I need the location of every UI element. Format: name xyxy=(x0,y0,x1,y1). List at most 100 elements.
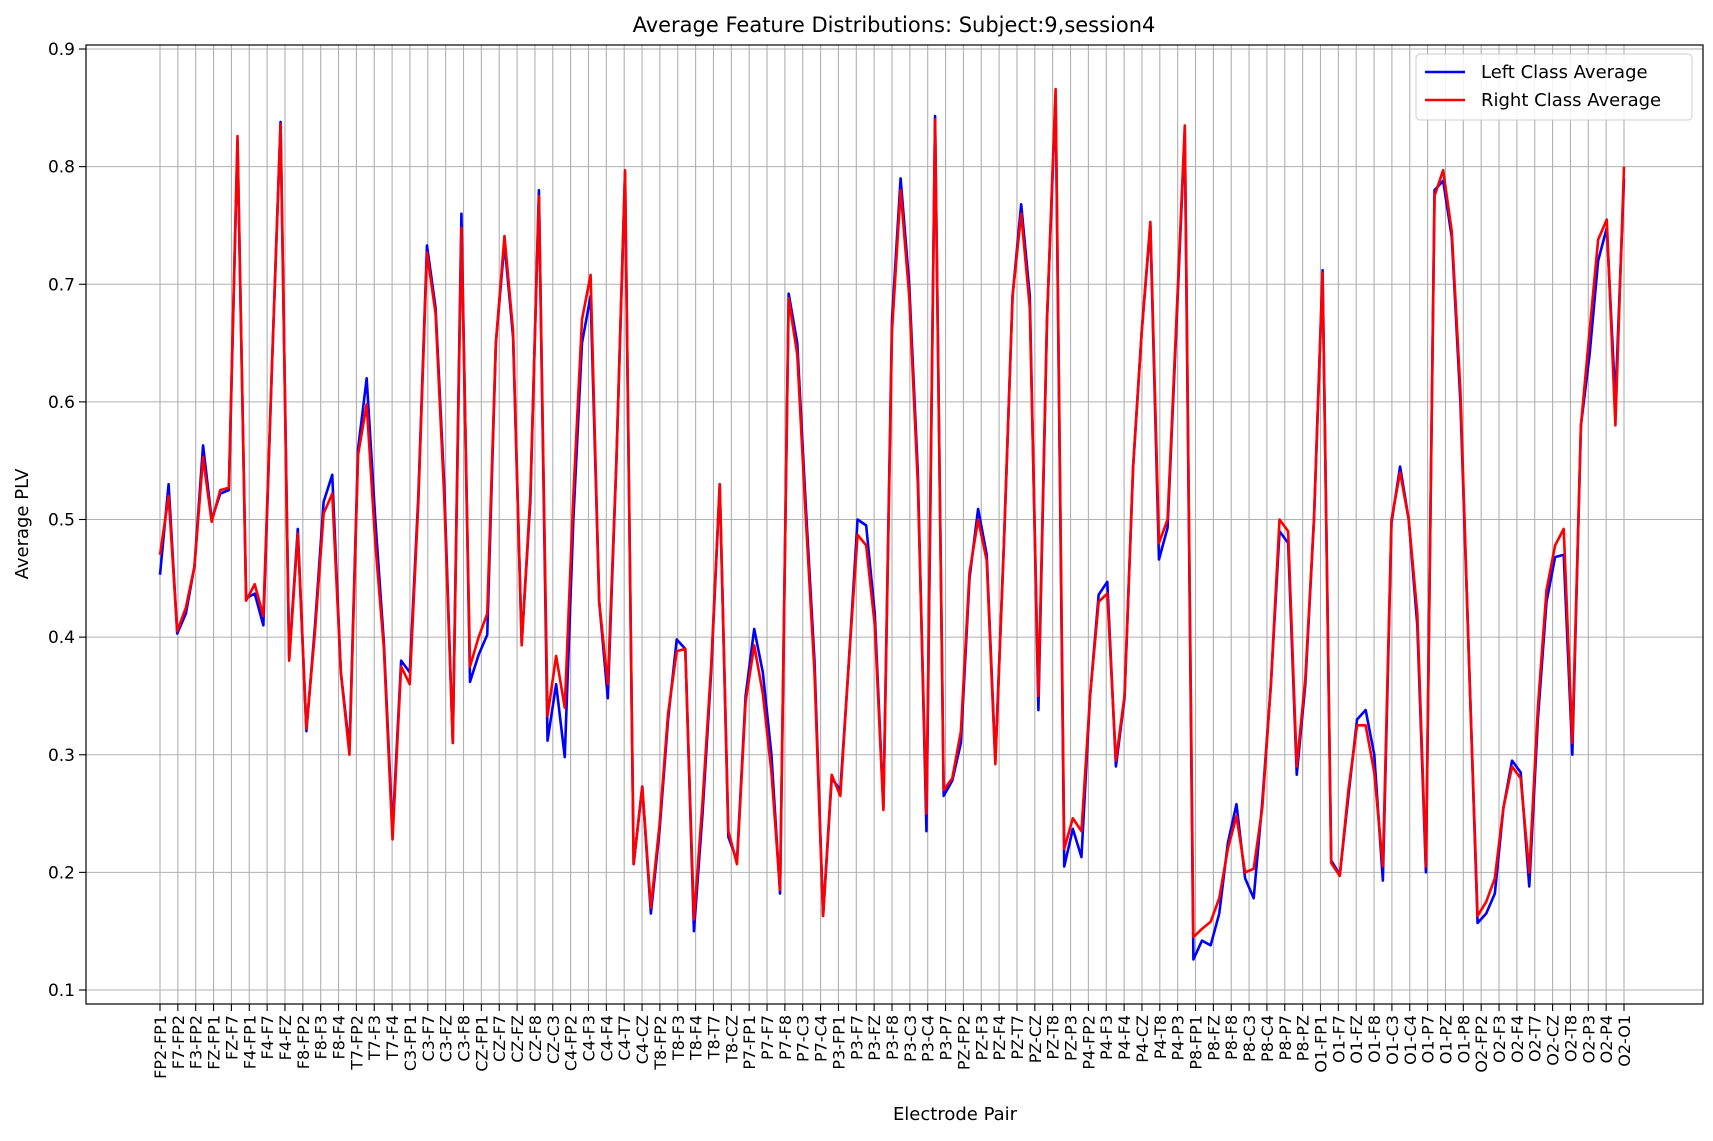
x-tick-label: PZ-CZ xyxy=(1026,1015,1045,1063)
y-tick-label: 0.5 xyxy=(48,511,75,531)
x-tick-label: PZ-F3 xyxy=(972,1015,991,1060)
x-tick-label: P3-F8 xyxy=(883,1015,902,1060)
x-tick-label: O2-CZ xyxy=(1544,1015,1563,1066)
x-tick-label: O1-FP1 xyxy=(1311,1015,1330,1073)
x-tick-label: P3-C3 xyxy=(901,1015,920,1062)
x-tick-label: PZ-FP2 xyxy=(954,1015,973,1070)
x-tick-label: O2-FP2 xyxy=(1472,1015,1491,1073)
x-tick-label: C4-T7 xyxy=(615,1015,634,1061)
x-tick-label: O1-P8 xyxy=(1454,1015,1473,1063)
x-tick-label: P7-C3 xyxy=(794,1015,813,1062)
x-tick-label: O2-T8 xyxy=(1561,1015,1580,1062)
legend-label-left: Left Class Average xyxy=(1481,62,1648,83)
y-tick-label: 0.1 xyxy=(48,981,75,1001)
x-tick-label: F4-F7 xyxy=(258,1015,277,1060)
x-tick-label: C3-F8 xyxy=(455,1015,474,1062)
series-lines xyxy=(158,87,1626,961)
x-tick-label: FZ-FP1 xyxy=(205,1015,224,1070)
x-tick-label: T8-F4 xyxy=(687,1015,706,1061)
x-tick-label: P3-C4 xyxy=(919,1015,938,1062)
x-tick-label: P8-P7 xyxy=(1276,1015,1295,1060)
x-tick-label: CZ-F7 xyxy=(490,1015,509,1062)
x-tick-label: P4-F4 xyxy=(1115,1015,1134,1060)
grid-lines xyxy=(86,45,1703,1004)
y-tick-label: 0.4 xyxy=(48,628,75,648)
x-tick-label: PZ-P3 xyxy=(1062,1015,1081,1061)
x-tick-label: O1-C3 xyxy=(1383,1015,1402,1065)
x-tick-label: PZ-T8 xyxy=(1044,1015,1063,1060)
legend-label-right: Right Class Average xyxy=(1481,90,1661,111)
x-tick-label: P4-P3 xyxy=(1169,1015,1188,1060)
x-tick-label: P3-F7 xyxy=(847,1015,866,1060)
x-tick-label: P4-FP2 xyxy=(1079,1015,1098,1070)
x-tick-label: P8-FP1 xyxy=(1187,1015,1206,1070)
x-tick-label: CZ-FZ xyxy=(508,1015,527,1063)
x-tick-label: O1-PZ xyxy=(1436,1015,1455,1064)
x-tick-label: P4-CZ xyxy=(1133,1015,1152,1063)
x-tick-label: P8-FZ xyxy=(1204,1015,1223,1061)
x-tick-label: F8-FP2 xyxy=(294,1015,313,1069)
x-tick-label: C3-F7 xyxy=(419,1015,438,1062)
plot-frame xyxy=(85,44,1704,1005)
x-tick-label: P8-PZ xyxy=(1294,1015,1313,1061)
y-tick-label: 0.3 xyxy=(48,746,75,766)
y-tick-label: 0.6 xyxy=(48,393,75,413)
x-tick-label: F4-FP1 xyxy=(240,1015,259,1069)
x-tick-label: T7-F4 xyxy=(383,1015,402,1061)
x-tick-label: C4-FP2 xyxy=(562,1015,581,1071)
x-tick-label: T8-CZ xyxy=(722,1015,741,1064)
x-tick-label: C4-F4 xyxy=(597,1015,616,1062)
x-tick-label: P8-C4 xyxy=(1258,1015,1277,1062)
x-tick-label: P3-P7 xyxy=(937,1015,956,1060)
x-tick-label: F3-FP2 xyxy=(187,1015,206,1069)
x-tick-label: O2-O1 xyxy=(1615,1015,1634,1067)
x-tick-label: F8-F4 xyxy=(330,1015,349,1060)
x-tick-label: C3-FZ xyxy=(437,1015,456,1062)
x-tick-label: C4-CZ xyxy=(633,1015,652,1064)
x-tick-label: O2-P4 xyxy=(1597,1015,1616,1063)
x-tick-label: F8-F3 xyxy=(312,1015,331,1060)
x-tick-label: T8-FP2 xyxy=(651,1015,670,1071)
x-tick-label: P3-FZ xyxy=(865,1015,884,1061)
x-tick-label: O2-T7 xyxy=(1526,1015,1545,1062)
x-tick-label: C4-F3 xyxy=(579,1015,598,1062)
series-line-right xyxy=(158,87,1626,939)
y-tick-label: 0.9 xyxy=(48,40,75,60)
x-tick-label: T8-T7 xyxy=(704,1015,723,1060)
x-tick-label: O1-P7 xyxy=(1419,1015,1438,1063)
x-tick-label: T7-F3 xyxy=(365,1015,384,1061)
x-tick-label: P8-C3 xyxy=(1240,1015,1259,1062)
x-tick-label: FZ-F7 xyxy=(222,1015,241,1060)
x-tick-label: PZ-F4 xyxy=(990,1015,1009,1060)
x-tick-label: P4-T8 xyxy=(1151,1015,1170,1059)
x-tick-label: O1-F7 xyxy=(1329,1015,1348,1063)
x-tick-label: CZ-C3 xyxy=(544,1015,563,1064)
x-tick-label: CZ-F8 xyxy=(526,1015,545,1062)
x-tick-label: P8-F8 xyxy=(1222,1015,1241,1060)
x-tick-label: O1-C4 xyxy=(1401,1015,1420,1065)
y-tick-label: 0.8 xyxy=(48,158,75,178)
x-tick-label: FP2-FP1 xyxy=(151,1015,170,1079)
x-tick-label: P7-C4 xyxy=(812,1015,831,1062)
chart-title: Average Feature Distributions: Subject:9… xyxy=(633,13,1156,37)
legend-box xyxy=(1415,53,1693,121)
y-tick-label: 0.7 xyxy=(48,275,75,295)
x-tick-label: P7-F8 xyxy=(776,1015,795,1060)
x-tick-label: T7-FP2 xyxy=(347,1015,366,1071)
x-tick-label: F4-FZ xyxy=(276,1015,295,1060)
x-tick-label: F7-FP2 xyxy=(169,1015,188,1069)
x-tick-label: O2-P3 xyxy=(1579,1015,1598,1063)
x-tick-label: C3-FP1 xyxy=(401,1015,420,1071)
x-tick-label: O1-FZ xyxy=(1347,1015,1366,1064)
x-tick-label: PZ-T7 xyxy=(1008,1015,1027,1060)
x-tick-label: P3-FP1 xyxy=(829,1015,848,1070)
y-axis-ticks: 0.1 0.2 0.3 0.4 0.5 0.6 0.7 0.8 0.9 xyxy=(48,40,86,1001)
x-tick-label: P7-F7 xyxy=(758,1015,777,1060)
x-axis-ticks: FP2-FP1F7-FP2F3-FP2FZ-FP1FZ-F7F4-FP1F4-F… xyxy=(151,1004,1634,1079)
x-tick-label: CZ-FP1 xyxy=(472,1015,491,1072)
x-tick-label: O2-F3 xyxy=(1490,1015,1509,1063)
y-axis-label: Average PLV xyxy=(12,468,33,580)
x-tick-label: O2-F4 xyxy=(1508,1015,1527,1063)
